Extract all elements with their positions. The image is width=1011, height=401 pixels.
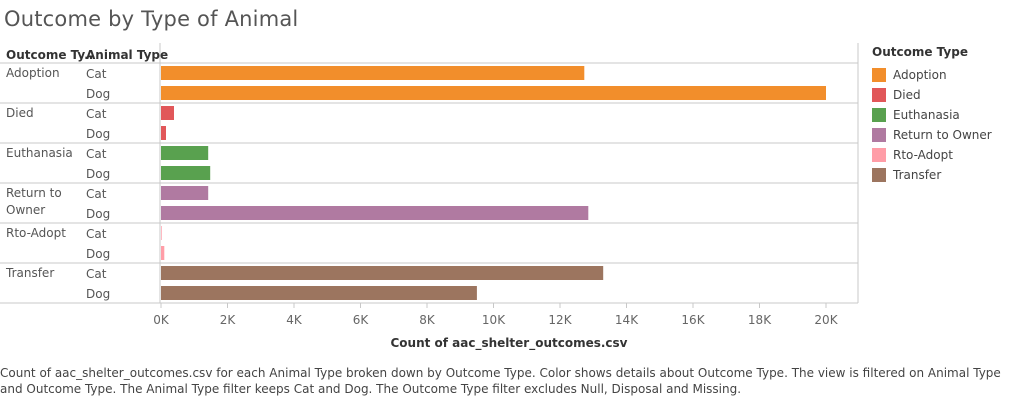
x-tick-label: 18K [748, 313, 772, 327]
x-tick-label: 0K [153, 313, 170, 327]
bar-rto-adopt-dog[interactable] [161, 246, 165, 260]
x-tick-label: 20K [814, 313, 838, 327]
header-outcome-type: Outcome Ty.. [6, 48, 93, 62]
legend-item-died[interactable]: Died [872, 85, 992, 105]
x-tick-label: 14K [615, 313, 639, 327]
outcome-label-rto-adopt: Rto-Adopt [6, 226, 66, 240]
bar-died-cat[interactable] [161, 106, 174, 120]
legend-label: Adoption [893, 68, 947, 82]
legend-item-euthanasia[interactable]: Euthanasia [872, 105, 992, 125]
legend-label: Died [893, 88, 921, 102]
bar-transfer-cat[interactable] [161, 266, 604, 280]
outcome-label-euthanasia: Euthanasia [6, 146, 73, 160]
legend-swatch [872, 128, 886, 142]
legend-title: Outcome Type [872, 45, 968, 59]
legend-swatch [872, 68, 886, 82]
animal-label-cat: Cat [86, 187, 107, 201]
bar-transfer-dog[interactable] [161, 286, 477, 300]
legend-swatch [872, 88, 886, 102]
bar-euthanasia-dog[interactable] [161, 166, 211, 180]
legend-swatch [872, 148, 886, 162]
x-tick-label: 10K [482, 313, 506, 327]
outcome-label-return-to-owner: Owner [6, 203, 45, 217]
legend-label: Return to Owner [893, 128, 992, 142]
bar-chart: Outcome Ty..Animal Type Adoption Cat Dog Die… [0, 43, 859, 351]
animal-label-dog: Dog [86, 287, 110, 301]
animal-label-cat: Cat [86, 267, 107, 281]
outcome-label-died: Died [6, 106, 34, 120]
outcome-label-adoption: Adoption [6, 66, 60, 80]
x-tick-label: 8K [419, 313, 436, 327]
x-tick-label: 16K [681, 313, 705, 327]
bar-return-to-owner-dog[interactable] [161, 206, 589, 220]
bar-adoption-dog[interactable] [161, 86, 826, 100]
bar-return-to-owner-cat[interactable] [161, 186, 209, 200]
x-tick-label: 4K [286, 313, 303, 327]
animal-label-dog: Dog [86, 167, 110, 181]
x-tick-label: 2K [220, 313, 237, 327]
legend-label: Transfer [893, 168, 942, 182]
legend-item-rto-adopt[interactable]: Rto-Adopt [872, 145, 992, 165]
outcome-label-return-to-owner: Return to [6, 186, 62, 200]
legend-label: Euthanasia [893, 108, 960, 122]
x-tick-label: 12K [548, 313, 572, 327]
header-animal-type: Animal Type [86, 48, 168, 62]
bar-rto-adopt-cat[interactable] [161, 226, 162, 240]
animal-label-cat: Cat [86, 107, 107, 121]
x-axis-title: Count of aac_shelter_outcomes.csv [390, 336, 627, 351]
animal-label-dog: Dog [86, 247, 110, 261]
bar-euthanasia-cat[interactable] [161, 146, 209, 160]
animal-label-dog: Dog [86, 127, 110, 141]
x-tick-label: 6K [353, 313, 370, 327]
legend-swatch [872, 168, 886, 182]
legend-item-transfer[interactable]: Transfer [872, 165, 992, 185]
legend-swatch [872, 108, 886, 122]
legend: Outcome Type Adoption Died Euthanasia Retur… [872, 45, 992, 185]
animal-label-cat: Cat [86, 67, 107, 81]
bar-died-dog[interactable] [161, 126, 166, 140]
legend-label: Rto-Adopt [893, 148, 953, 162]
animal-label-dog: Dog [86, 207, 110, 221]
animal-label-cat: Cat [86, 227, 107, 241]
outcome-label-transfer: Transfer [5, 266, 54, 280]
animal-label-cat: Cat [86, 147, 107, 161]
bar-adoption-cat[interactable] [161, 66, 585, 80]
legend-item-return-to-owner[interactable]: Return to Owner [872, 125, 992, 145]
chart-title: Outcome by Type of Animal [4, 7, 299, 31]
chart-caption: Count of aac_shelter_outcomes.csv for ea… [0, 366, 1001, 396]
animal-label-dog: Dog [86, 87, 110, 101]
legend-item-adoption[interactable]: Adoption [872, 65, 992, 85]
